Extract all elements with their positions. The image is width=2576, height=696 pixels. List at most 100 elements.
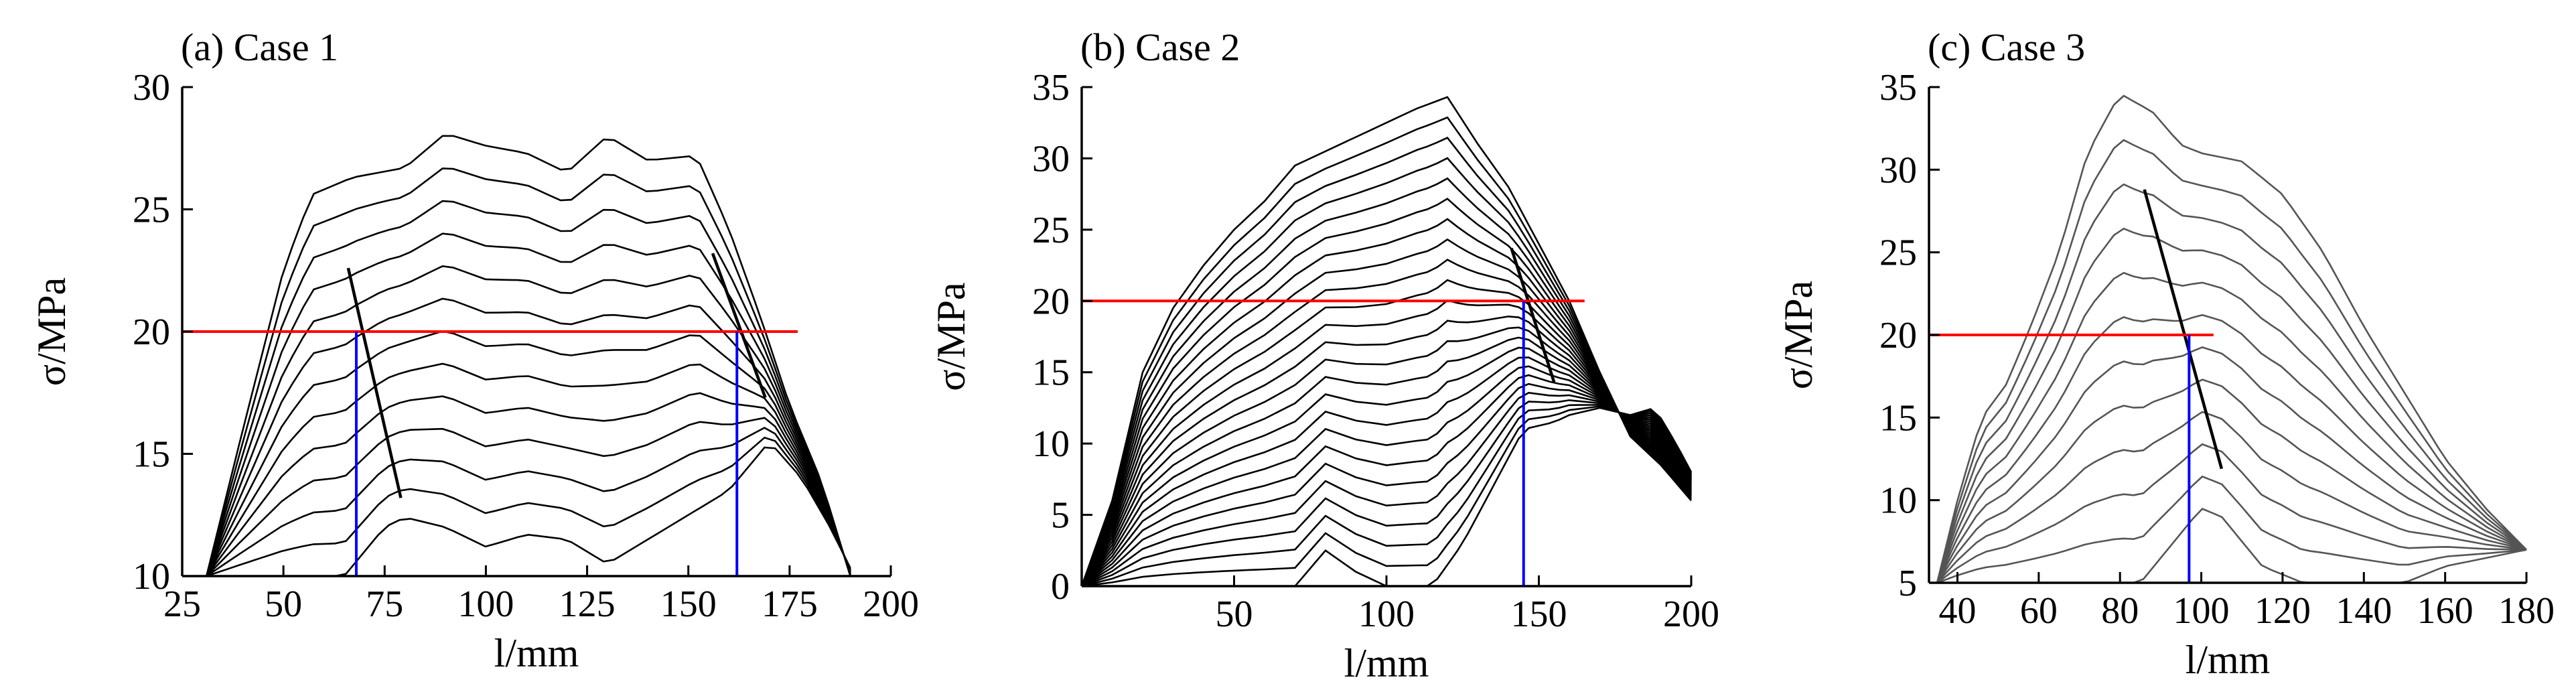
x-tick-label: 40 — [1938, 590, 1976, 632]
series-line — [1080, 157, 1693, 587]
series-line — [1081, 346, 1693, 587]
y-tick-label: 35 — [1879, 67, 1917, 109]
x-tick-label: 100 — [457, 583, 514, 625]
chart-title: (b) Case 2 — [1080, 25, 1240, 69]
series-line — [1080, 116, 1692, 587]
series-line — [1936, 378, 2527, 583]
series-line — [1080, 198, 1693, 587]
chart-panel: (c) Case 3 σ/MPa l/mm 5 10 15 20 25 30 35 40 60 80 10… — [1776, 25, 2555, 682]
series-line — [1081, 374, 1693, 587]
x-tick-label: 150 — [1511, 594, 1567, 635]
x-tick-label: 50 — [265, 583, 302, 625]
x-tick-label: 75 — [366, 583, 403, 625]
series-lines — [206, 135, 851, 577]
y-tick-label: 25 — [133, 190, 170, 231]
x-tick-label: 140 — [2336, 590, 2392, 632]
series-line — [1081, 365, 1693, 587]
chart-panel: (a) Case 1 σ/MPa l/mm 10 15 20 25 30 25 50 75 100 12… — [29, 25, 919, 675]
series-line — [1080, 136, 1693, 587]
y-tick-label: 25 — [1879, 232, 1917, 274]
y-tick-label: 10 — [133, 556, 170, 598]
series-line — [1936, 227, 2527, 583]
series-line — [1081, 399, 1693, 587]
y-tick-label: 20 — [1879, 315, 1917, 356]
x-tick-label: 100 — [2173, 590, 2230, 632]
y-axis-label: σ/MPa — [1776, 281, 1820, 389]
series-line — [1936, 139, 2527, 583]
series-line — [1080, 259, 1693, 587]
y-tick-label: 25 — [1032, 210, 1070, 251]
series-line — [1081, 403, 1693, 587]
y-axis-label: σ/MPa — [29, 277, 74, 386]
series-line — [1080, 177, 1693, 587]
y-tick-label: 10 — [1032, 423, 1070, 465]
series-line — [206, 436, 851, 577]
series-line — [1936, 346, 2527, 583]
x-tick-label: 50 — [1216, 594, 1253, 635]
series-line — [206, 297, 851, 577]
series-line — [1081, 382, 1693, 587]
chart-title: (a) Case 1 — [181, 25, 338, 69]
y-tick-label: 5 — [1051, 495, 1070, 537]
x-tick-label: 60 — [2020, 590, 2058, 632]
series-line — [1937, 508, 2527, 584]
series-line — [206, 392, 851, 577]
x-axis-label: l/mm — [2186, 638, 2271, 682]
x-tick-label: 25 — [163, 583, 201, 625]
x-axis-label: l/mm — [1344, 641, 1429, 685]
y-tick-label: 30 — [1879, 149, 1917, 191]
series-line — [1080, 218, 1693, 587]
series-line — [1936, 314, 2527, 583]
x-tick-label: 200 — [1663, 594, 1719, 635]
series-lines — [1936, 94, 2527, 584]
x-tick-label: 150 — [660, 583, 717, 625]
series-line — [1936, 94, 2527, 583]
series-line — [206, 167, 851, 577]
y-tick-label: 10 — [1879, 480, 1917, 522]
trend-line — [1510, 247, 1556, 383]
series-line — [1936, 443, 2527, 584]
series-line — [1082, 407, 1693, 587]
series-line — [1080, 326, 1693, 587]
series-line — [1080, 96, 1692, 587]
y-tick-label: 5 — [1898, 563, 1917, 604]
y-tick-label: 15 — [1879, 397, 1917, 439]
trend-line — [711, 253, 767, 399]
x-tick-label: 125 — [559, 583, 616, 625]
chart-title: (c) Case 3 — [1928, 25, 2085, 69]
series-line — [1936, 271, 2527, 583]
series-lines — [1080, 96, 1693, 587]
y-tick-label: 15 — [133, 434, 170, 476]
series-line — [1080, 316, 1693, 587]
y-tick-label: 20 — [133, 311, 170, 353]
y-tick-label: 20 — [1032, 281, 1070, 322]
chart-panel: (b) Case 2 σ/MPa l/mm 0 5 10 15 20 25 30 35 50 100 15… — [929, 25, 1719, 685]
series-line — [1936, 183, 2527, 583]
x-tick-label: 80 — [2101, 590, 2139, 632]
series-line — [206, 200, 851, 577]
series-line — [206, 417, 851, 577]
y-axis-label: σ/MPa — [929, 282, 973, 391]
y-tick-label: 30 — [133, 67, 170, 109]
series-line — [1080, 336, 1693, 587]
series-line — [1081, 356, 1693, 587]
trend-line — [346, 267, 403, 498]
x-tick-label: 120 — [2255, 590, 2311, 632]
x-tick-label: 160 — [2417, 590, 2474, 632]
x-tick-label: 200 — [863, 583, 919, 625]
series-line — [1081, 405, 1693, 587]
series-line — [1081, 391, 1693, 587]
x-tick-label: 180 — [2498, 590, 2555, 632]
x-axis-label: l/mm — [494, 631, 579, 675]
series-line — [206, 446, 851, 577]
series-line — [1080, 238, 1693, 587]
series-line — [206, 362, 851, 577]
series-line — [1936, 475, 2527, 584]
x-tick-label: 175 — [762, 583, 818, 625]
series-line — [1936, 411, 2527, 583]
trend-line — [2143, 189, 2224, 470]
y-tick-label: 30 — [1032, 138, 1070, 180]
y-tick-label: 15 — [1032, 352, 1070, 394]
y-tick-label: 0 — [1051, 566, 1070, 608]
